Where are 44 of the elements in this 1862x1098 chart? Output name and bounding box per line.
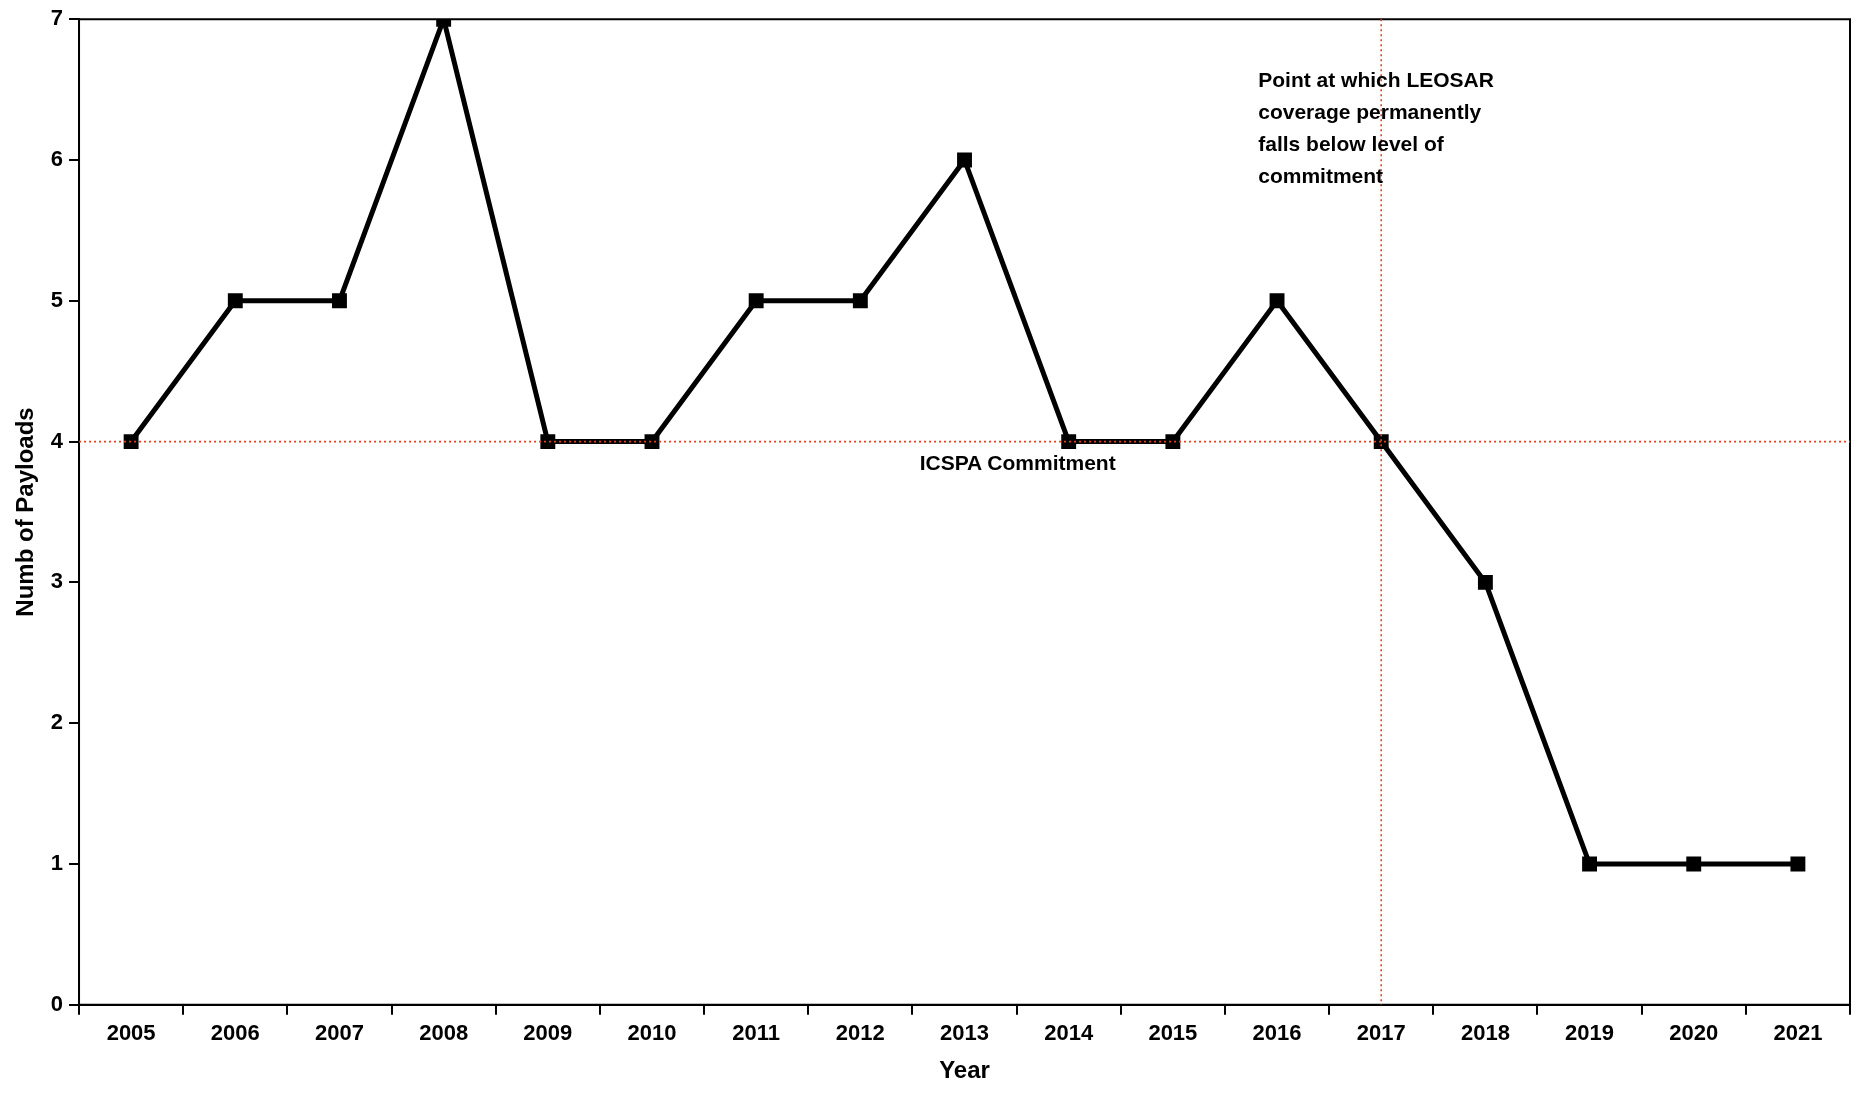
point — [227, 293, 243, 309]
point — [1477, 574, 1493, 590]
y-tick-label: 6 — [50, 146, 64, 172]
x-tick-label: 2012 — [835, 1020, 885, 1046]
x-tick-label: 2013 — [940, 1020, 989, 1046]
x-tick-label: 2018 — [1460, 1020, 1510, 1046]
x-axis-title: Year — [939, 1056, 990, 1084]
point — [123, 434, 139, 450]
y-tick-label: 1 — [50, 850, 64, 876]
y-tick-label: 4 — [50, 427, 64, 453]
x-tick-label: 2008 — [419, 1020, 469, 1046]
y-axis-title: Numb of Payloads — [11, 407, 39, 617]
point — [1061, 434, 1077, 450]
y-tick-label: 3 — [50, 568, 64, 594]
point — [1165, 434, 1181, 450]
point — [1686, 856, 1702, 872]
x-tick-label: 2019 — [1565, 1020, 1615, 1046]
x-tick-label: 2009 — [523, 1020, 573, 1046]
ref-line-label: Point at which LEOSAR coverage permanently falls below level of commitment — [1258, 68, 1494, 188]
point — [748, 293, 764, 309]
point — [644, 434, 660, 450]
x-tick-label: 2007 — [314, 1020, 364, 1046]
x-tick-label: 2011 — [732, 1020, 781, 1046]
point — [852, 293, 868, 309]
ref-line-label: ICSPA Commitment — [919, 450, 1116, 474]
x-tick-label: 2016 — [1252, 1020, 1302, 1046]
y-tick-label: 2 — [50, 709, 64, 735]
point — [957, 152, 972, 168]
point — [332, 293, 347, 309]
y-tick-label: 0 — [50, 990, 64, 1016]
y-tick-label: 5 — [50, 286, 64, 312]
point — [540, 434, 556, 450]
y-tick-label: 7 — [50, 5, 64, 31]
x-tick-label: 2006 — [210, 1020, 260, 1046]
x-tick-label: 2005 — [106, 1020, 156, 1046]
x-tick-label: 2017 — [1356, 1020, 1406, 1046]
point — [1582, 856, 1598, 872]
x-tick-label: 2021 — [1773, 1020, 1823, 1046]
x-tick-label: 2020 — [1669, 1020, 1719, 1046]
x-tick-label: 2010 — [627, 1020, 677, 1046]
point — [1790, 856, 1806, 872]
point — [1269, 293, 1285, 309]
x-tick-label: 2014 — [1044, 1020, 1094, 1046]
x-tick-label: 2015 — [1148, 1020, 1198, 1046]
